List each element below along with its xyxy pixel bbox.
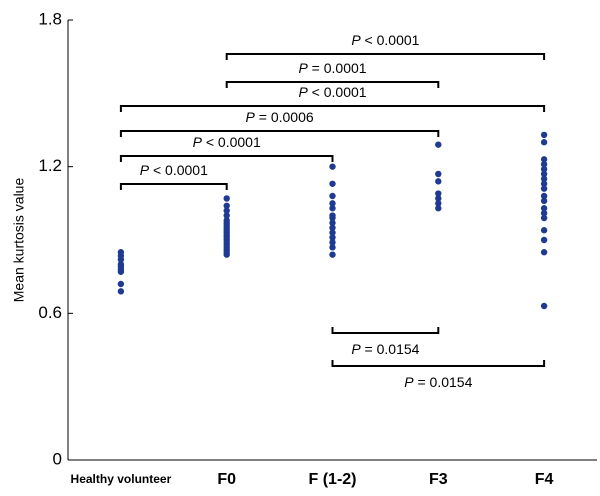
- dot: [329, 163, 336, 170]
- p-value-label: P = 0.0154: [351, 341, 419, 357]
- significance-bracket: [331, 360, 546, 367]
- dot: [223, 207, 230, 214]
- dot: [329, 229, 336, 236]
- x-tick-label: F4: [535, 471, 554, 488]
- significance-bracket: [225, 53, 546, 60]
- dot: [117, 256, 125, 263]
- y-axis-label: Mean kurtosis value: [11, 178, 27, 303]
- x-tick-label: F (1-2): [309, 471, 357, 488]
- dot: [329, 239, 336, 246]
- dot: [540, 175, 548, 183]
- dot: [540, 139, 548, 146]
- dot: [223, 202, 230, 209]
- y-tick-label: 1.2: [38, 156, 62, 175]
- dot: [540, 165, 548, 173]
- y-tick-label: 1.8: [38, 9, 62, 28]
- p-value-label: P = 0.0006: [246, 109, 314, 125]
- dot: [329, 234, 336, 241]
- dot: [435, 170, 442, 178]
- dot: [435, 141, 442, 148]
- significance-bracket: [119, 130, 440, 137]
- p-value-label: P < 0.0001: [193, 134, 261, 150]
- x-tick-label: F0: [217, 471, 236, 488]
- dot: [329, 180, 336, 187]
- significance-bracket: [331, 327, 440, 334]
- dot: [223, 251, 230, 258]
- dot: [329, 244, 336, 251]
- significance-bracket: [119, 183, 228, 190]
- dot: [329, 192, 336, 200]
- p-value-label: P = 0.0154: [404, 374, 472, 390]
- dot: [329, 251, 336, 258]
- dot: [540, 236, 548, 244]
- dot: [540, 249, 548, 256]
- p-value-label: P < 0.0001: [351, 32, 419, 48]
- y-tick-label: 0: [53, 449, 62, 468]
- x-tick-label: F3: [429, 471, 448, 488]
- dot: [435, 190, 442, 197]
- dot: [435, 205, 442, 212]
- dot: [329, 219, 336, 227]
- dot: [540, 131, 548, 139]
- dot: [540, 302, 548, 310]
- dot: [435, 200, 442, 207]
- dot: [540, 170, 548, 178]
- y-tick-label: 0.6: [38, 303, 62, 322]
- significance-bracket: [119, 105, 546, 112]
- dot: [117, 280, 125, 288]
- dot: [223, 212, 230, 219]
- dot: [540, 156, 548, 163]
- dot: [540, 209, 548, 217]
- dot: [540, 192, 548, 200]
- significance-bracket: [225, 81, 440, 88]
- dot: [329, 205, 336, 212]
- dot: [540, 214, 548, 222]
- p-value-label: P < 0.0001: [140, 162, 208, 178]
- dot: [329, 200, 336, 207]
- p-value-label: P = 0.0001: [298, 60, 366, 76]
- dot: [435, 195, 442, 202]
- dot: [540, 180, 548, 187]
- significance-bracket: [119, 155, 334, 162]
- dot: [435, 178, 442, 185]
- dot: [223, 195, 230, 202]
- dot: [540, 197, 548, 205]
- dot: [117, 288, 125, 295]
- dot: [540, 185, 548, 192]
- x-tick-label: Healthy volunteer: [71, 472, 172, 486]
- dot: [329, 214, 336, 222]
- dot: [329, 224, 336, 231]
- dot: [540, 161, 548, 168]
- dot: [540, 205, 548, 212]
- dot: [540, 227, 548, 234]
- dot: [117, 268, 125, 275]
- p-value-label: P < 0.0001: [298, 84, 366, 100]
